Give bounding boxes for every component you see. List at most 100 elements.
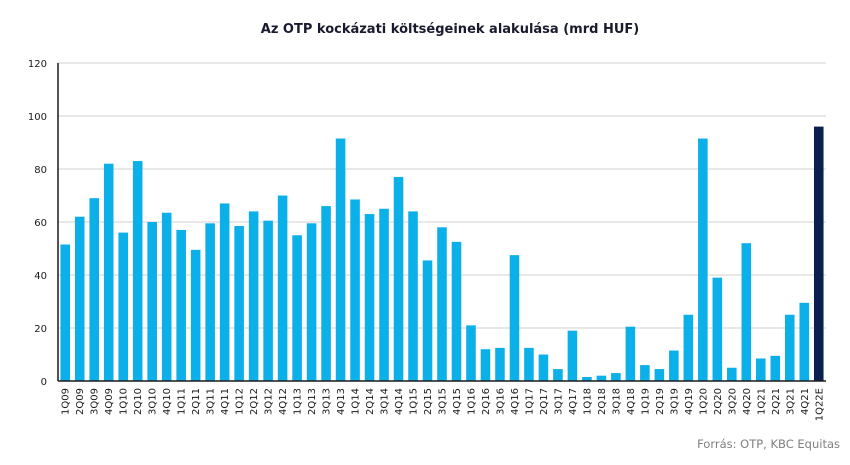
bar-1q14 [350,199,360,381]
bar-3q16 [495,347,505,381]
x-tick-label: 1Q15 [409,388,420,415]
y-tick-label: 120 [28,59,47,70]
x-tick-label: 4Q13 [336,388,347,415]
x-tick-label: 2Q16 [481,388,492,415]
x-tick-label: 1Q16 [466,388,477,415]
bar-1q10 [118,232,128,381]
bars [60,126,824,381]
x-tick-label: 1Q18 [582,388,593,415]
x-tick-label: 4Q14 [394,388,405,415]
bar-1q17 [524,347,534,381]
bar-2q14 [364,214,375,381]
x-tick-label: 1Q20 [698,388,709,415]
bar-3q12 [263,220,273,381]
bar-4q21 [799,302,810,381]
x-tick-label: 3Q20 [727,388,738,415]
x-tick-label: 3Q10 [148,388,159,415]
x-tick-label: 4Q17 [568,388,579,415]
bar-2q13 [306,223,317,381]
bar-1q16 [466,325,476,381]
bar-1q12 [234,225,244,381]
bar-1q19 [640,365,650,381]
x-tick-label: 1Q14 [351,388,362,415]
x-tick-label: 4Q16 [510,388,521,415]
x-tick-label: 4Q15 [452,388,463,415]
x-tick-label: 3Q21 [785,388,796,415]
x-tick-label: 3Q14 [380,388,391,415]
bar-3q19 [669,350,679,381]
bar-3q15 [437,227,447,381]
y-tick-label: 100 [28,112,47,123]
x-tick-label: 2Q20 [713,388,724,415]
x-tick-label: 4Q09 [104,388,115,415]
bar-1q20 [698,138,708,381]
chart-title: Az OTP kockázati költségeinek alakulása … [260,22,640,37]
bar-1q21 [756,358,766,381]
x-tick-label: 1Q11 [177,388,188,415]
y-tick-label: 40 [34,271,47,282]
bar-2q09 [74,216,85,381]
bar-1q15 [408,211,418,381]
bar-4q13 [335,138,346,381]
x-tick-label: 4Q19 [684,388,695,415]
bar-2q17 [538,354,549,381]
x-tick-label: 1Q17 [524,388,535,415]
y-tick-label: 20 [34,324,47,335]
x-tick-label: 1Q12 [235,388,246,415]
x-tick-label: 3Q19 [669,388,680,415]
bar-1q18 [582,377,592,381]
x-tick-label: 2Q18 [597,388,608,415]
bar-4q20 [741,243,752,381]
bar-4q09 [103,163,114,381]
x-tick-label: 1Q22E [814,388,825,421]
x-tick-label: 3Q16 [495,388,506,415]
bar-2q18 [596,375,607,381]
x-tick-label: 2Q14 [365,388,376,415]
bar-3q09 [89,198,100,381]
x-tick-label: 4Q18 [626,388,637,415]
bar-2q21 [770,355,781,381]
bar-3q17 [553,369,563,381]
bar-2q15 [422,260,433,381]
x-tick-label: 3Q15 [438,388,449,415]
x-tick-label: 1Q10 [119,388,130,415]
y-tick-label: 80 [34,165,47,176]
x-tick-label: 2Q12 [249,388,260,415]
bar-4q18 [625,326,636,381]
y-tick-label: 60 [34,218,47,229]
x-tick-label: 3Q13 [322,388,333,415]
x-tick-label: 1Q19 [640,388,651,415]
source-note: Forrás: OTP, KBC Equitas [697,437,840,451]
bar-4q19 [683,314,694,381]
x-axis-tick-labels: 1Q09 2Q09 3Q09 4Q09 1Q10 2Q10 3Q10 4Q10 1Q11 2Q11… [61,388,826,421]
bar-1q11 [176,229,186,381]
bar-4q12 [277,195,288,381]
bar-4q16 [509,255,520,381]
bar-3q21 [784,314,795,381]
bar-2q11 [190,249,201,381]
bar-3q10 [147,222,157,381]
x-tick-label: 1Q13 [293,388,304,415]
bar-1q22e [813,126,824,381]
x-tick-label: 2Q10 [133,388,144,415]
y-axis-tick-labels: 0 20 40 60 80 100 120 [28,59,47,388]
bar-3q18 [611,373,621,381]
bar-2q12 [248,211,259,381]
bar-4q10 [161,212,172,381]
x-tick-label: 2Q21 [771,388,782,415]
bar-2q20 [712,277,723,381]
x-tick-label: 1Q09 [61,388,72,415]
x-tick-label: 2Q09 [75,388,86,415]
x-tick-label: 3Q17 [553,388,564,415]
bar-3q20 [727,367,737,381]
x-tick-label: 3Q18 [611,388,622,415]
bar-3q13 [321,206,331,381]
x-tick-label: 3Q09 [90,388,101,415]
bar-4q14 [393,176,404,381]
bar-1q09 [60,244,71,381]
x-tick-label: 4Q11 [220,388,231,415]
x-tick-label: 1Q21 [756,388,767,415]
bar-1q13 [292,235,302,381]
y-tick-label: 0 [41,377,47,388]
